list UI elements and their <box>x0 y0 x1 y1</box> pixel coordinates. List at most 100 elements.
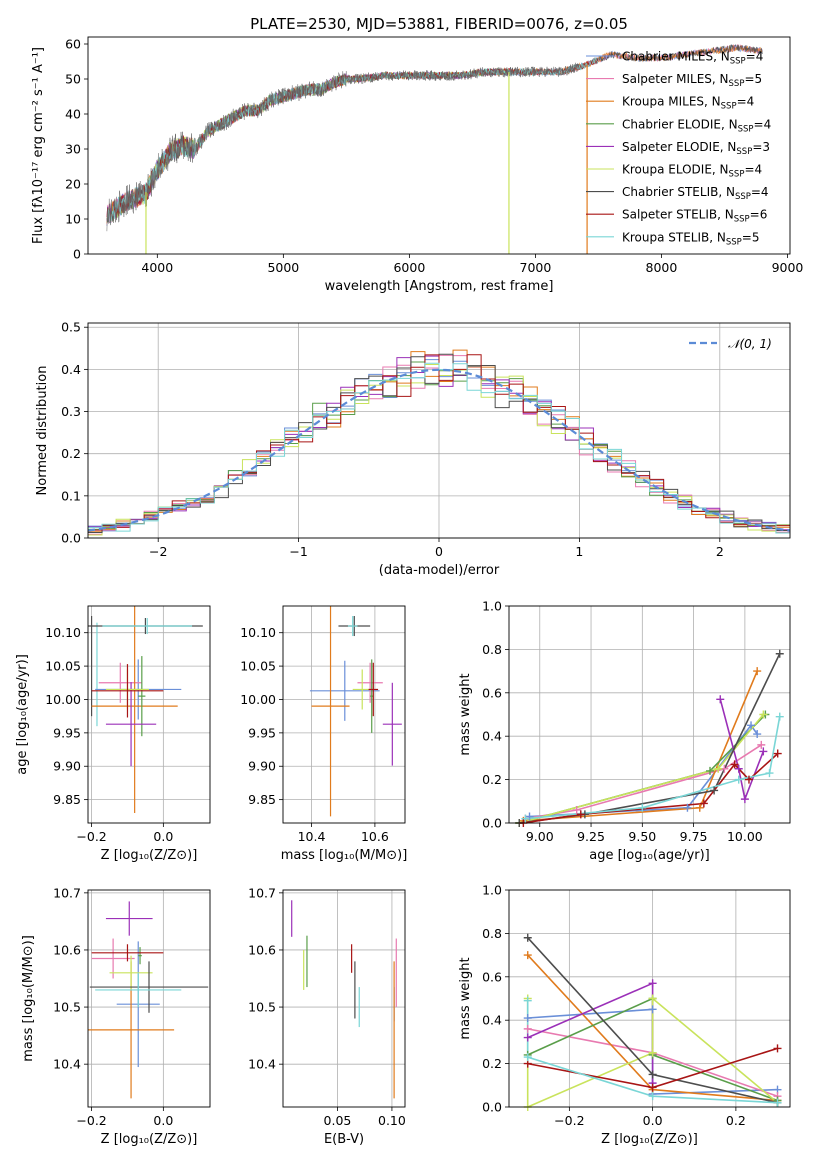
spectrum-legend-label: Chabrier MILES, NSSP=4 <box>622 50 763 67</box>
residuals-xtick-label-2: 0 <box>435 544 443 559</box>
spectrum-data-line <box>106 62 580 232</box>
mw_vs_age-point-marker <box>775 712 784 721</box>
mw_vs_age-point-marker <box>740 795 749 804</box>
legend-label-text: Salpeter ELODIE, N <box>622 140 736 154</box>
mw_vs_Z-point-marker <box>648 1070 657 1079</box>
legend-label-sub: SSP <box>729 170 745 180</box>
mw_vs_age-point-marker <box>710 786 719 795</box>
mass_vs_ebv-plot-area <box>291 900 397 1099</box>
residual-histogram <box>88 362 790 534</box>
mass_vs_ebv-xtick-label-0: 0.05 <box>324 1113 352 1128</box>
mw_vs_age-ytick-label-0: 0.0 <box>482 816 502 831</box>
mw_vs_age-series-line <box>719 699 765 802</box>
spectrum-legend-label: Kroupa ELODIE, NSSP=4 <box>622 163 762 180</box>
age_vs_mass-xtick-label-1: 10.6 <box>361 829 389 844</box>
spectrum-xlabel: wavelength [Angstrom, rest frame] <box>325 279 554 294</box>
age_vs_Z-frame <box>87 605 211 824</box>
mass_vs_Z-panel: −0.2 0.0 10.4 10.5 10.6 10.7 Z [log₁₀(Z/Z⊙)] ma… <box>21 885 211 1147</box>
mw_vs_age-point-marker <box>716 695 725 704</box>
spectrum-panel: 4000 5000 6000 7000 8000 9000 0 10 20 30 40 50 60 wav… <box>31 15 803 294</box>
legend-label-text: Kroupa ELODIE, N <box>622 163 729 177</box>
residuals-ytick-label-5: 0.5 <box>61 320 81 335</box>
mw_vs_age-ytick-label-2: 0.4 <box>482 729 502 744</box>
mw_vs_age-ytick-label-4: 0.8 <box>482 642 502 657</box>
legend-label-sub: SSP <box>730 57 746 67</box>
mass_vs_Z-ytick-label-0: 10.4 <box>53 1057 81 1072</box>
mass_vs_Z-ytick-label-2: 10.6 <box>53 942 81 957</box>
mw_vs_Z-ytick-label-2: 0.4 <box>482 1013 502 1028</box>
mw_vs_Z-point-marker <box>648 1005 657 1014</box>
mw_vs_age-point-marker <box>706 766 715 775</box>
mw_vs_Z-panel: −0.2 0.0 0.2 0.0 0.2 0.4 0.6 0.8 1.0 Z [log₁₀(Z/Z… <box>458 883 791 1147</box>
residuals-xlabel: (data-model)/error <box>379 563 500 578</box>
residuals-ylabel: Normed distribution <box>35 366 50 496</box>
mw_vs_age-point-marker <box>773 749 782 758</box>
age_vs_mass-ytick-label-1: 9.90 <box>248 759 276 774</box>
mw_vs_age-ytick-label-1: 0.2 <box>482 772 502 787</box>
mw_vs_Z-point-marker <box>523 1033 532 1042</box>
legend-label-n: =4 <box>744 163 762 177</box>
age_vs_Z-xtick-label-1: 0.0 <box>153 829 173 844</box>
spectrum-ytick-label-2: 20 <box>65 177 81 192</box>
mw_vs_age-ytick-label-3: 0.6 <box>482 685 502 700</box>
spectrum-xtick-label-2: 6000 <box>393 260 425 275</box>
mw_vs_age-xtick-label-2: 9.50 <box>628 829 656 844</box>
age_vs_mass-ytick-label-4: 10.05 <box>240 659 276 674</box>
mass_vs_ebv-ytick-label-2: 10.6 <box>248 942 276 957</box>
mass_vs_ebv-xtick-label-1: 0.10 <box>378 1113 406 1128</box>
mass_vs_ebv-ytick-label-3: 10.7 <box>248 885 276 900</box>
legend-label-n: =5 <box>744 72 762 86</box>
mass_vs_Z-xtick-label-0: −0.2 <box>76 1113 106 1128</box>
residuals-panel: −2 −1 0 1 2 0.0 0.1 0.2 0.3 0.4 0.5 (data-model)/er… <box>35 320 791 578</box>
mw_vs_Z-point-marker <box>648 979 657 988</box>
legend-label-sub: SSP <box>734 215 750 225</box>
mass_vs_Z-xtick-label-1: 0.0 <box>153 1113 173 1128</box>
mw_vs_Z-xtick-label-2: 0.2 <box>726 1113 746 1128</box>
spectrum-xtick-label-3: 7000 <box>520 260 552 275</box>
mw_vs_Z-point-marker <box>523 1053 532 1062</box>
legend-label-n: =3 <box>752 140 770 154</box>
age_vs_mass-xtick-label-0: 10.4 <box>298 829 326 844</box>
age_vs_Z-xtick-label-0: −0.2 <box>76 829 106 844</box>
age_vs_Z-ytick-label-1: 9.90 <box>53 759 81 774</box>
spectrum-xtick-label-1: 5000 <box>267 260 299 275</box>
mw_vs_age-xtick-label-1: 9.25 <box>577 829 605 844</box>
residuals-ytick-label-3: 0.3 <box>61 404 81 419</box>
age_vs_mass-ytick-label-3: 10.00 <box>240 692 276 707</box>
mw_vs_age-point-marker <box>744 775 753 784</box>
mw_vs_age-point-marker <box>714 764 723 773</box>
residuals-ytick-label-0: 0.0 <box>61 531 81 546</box>
mw_vs_Z-point-marker <box>648 1048 657 1057</box>
mw_vs_age-ytick-label-5: 1.0 <box>482 599 502 614</box>
legend-label-sub: SSP <box>721 102 737 112</box>
legend-label-n: =5 <box>742 230 760 244</box>
age_vs_Z-ylabel: age [log₁₀(age/yr)] <box>15 654 30 775</box>
residuals-plot-area <box>88 349 790 536</box>
legend-label-text: Salpeter STELIB, N <box>622 208 734 222</box>
age_vs_Z-panel: −0.2 0.0 9.85 9.90 9.95 10.00 10.05 10.10 Z [log… <box>15 605 211 863</box>
mw_vs_age-xtick-label-4: 10.00 <box>727 829 763 844</box>
legend-label-n: =4 <box>737 95 755 109</box>
mw_vs_age-ylabel: mass weight <box>458 673 473 755</box>
mw_vs_age-point-marker <box>757 740 766 749</box>
mass_vs_Z-plot-area <box>88 901 209 1099</box>
mass_vs_Z-ytick-label-3: 10.7 <box>53 885 81 900</box>
mw_vs_Z-point-marker <box>523 1014 532 1023</box>
spectrum-frame <box>87 36 791 255</box>
spectrum-legend-label: Salpeter ELODIE, NSSP=3 <box>622 140 770 157</box>
mw_vs_Z-point-marker <box>773 1044 782 1053</box>
legend-label-sub: SSP <box>736 147 752 157</box>
residuals-xtick-label-0: −2 <box>149 544 167 559</box>
residuals-legend-label: 𝒩(0, 1) <box>728 337 772 351</box>
age_vs_Z-ytick-label-2: 9.95 <box>53 725 81 740</box>
age_vs_mass-ytick-label-0: 9.85 <box>248 792 276 807</box>
mw_vs_age-xtick-label-0: 9.00 <box>526 829 554 844</box>
mw_vs_age-point-marker <box>525 812 534 821</box>
spectrum-ytick-label-1: 10 <box>65 212 81 227</box>
age_vs_mass-panel: 10.4 10.6 9.85 9.90 9.95 10.00 10.05 10.10 mass … <box>240 605 407 863</box>
mw_vs_age-point-marker <box>683 803 692 812</box>
mass_vs_Z-xlabel: Z [log₁₀(Z/Z⊙)] <box>101 1132 198 1147</box>
residuals-ytick-label-4: 0.4 <box>61 362 81 377</box>
mw_vs_age-point-marker <box>699 799 708 808</box>
spectrum-xtick-label-5: 9000 <box>772 260 804 275</box>
